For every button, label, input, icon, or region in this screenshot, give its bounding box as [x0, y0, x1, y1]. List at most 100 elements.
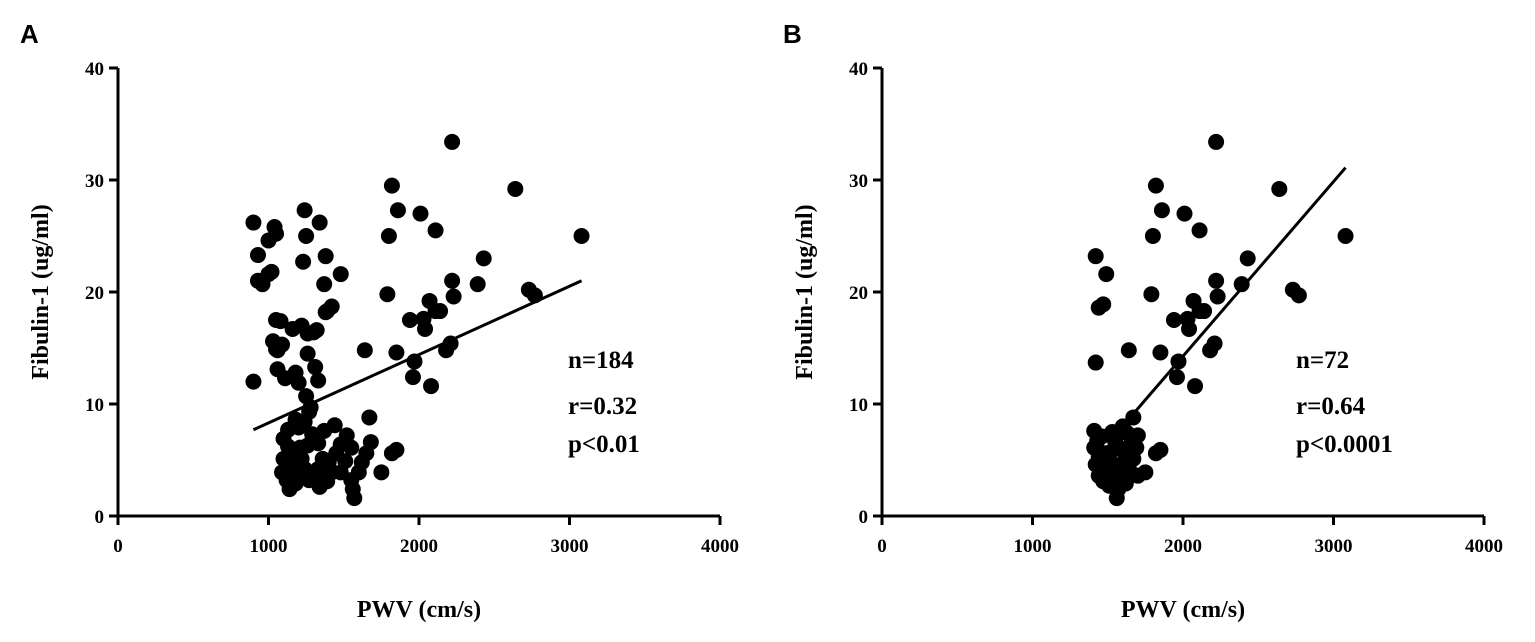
data-point: [1098, 266, 1115, 283]
x-axis-title: PWV (cm/s): [1121, 597, 1245, 623]
data-point: [311, 214, 328, 231]
data-point: [299, 345, 316, 362]
data-point: [1144, 228, 1161, 244]
data-point: [412, 205, 429, 222]
data-point: [1196, 303, 1213, 320]
data-point: [1209, 288, 1226, 305]
data-point: [1233, 276, 1250, 293]
data-point: [317, 248, 334, 265]
data-point: [438, 342, 455, 359]
data-point: [1337, 228, 1354, 244]
data-point: [1271, 180, 1288, 197]
y-axis-title: Fibulin-1 (ug/ml): [28, 204, 54, 379]
data-point: [417, 320, 434, 337]
data-point: [1147, 177, 1164, 194]
data-point: [388, 344, 405, 361]
data-point: [1239, 250, 1256, 267]
data-point: [1101, 477, 1118, 494]
data-point: [245, 373, 262, 390]
data-point: [361, 409, 378, 426]
y-tick-label: 0: [859, 507, 869, 528]
panel-a: A Fibulin-1 (ug/ml) PWV (cm/s) n=184 r=0…: [20, 19, 739, 623]
x-tick-label: 1000: [250, 536, 288, 557]
data-point: [1108, 490, 1125, 507]
data-point: [310, 372, 327, 389]
data-point: [1113, 440, 1130, 457]
x-tick-label: 1000: [1014, 536, 1052, 557]
x-tick-label: 0: [877, 536, 887, 557]
stat-n: n=184: [568, 347, 634, 374]
regression-line: [252, 279, 583, 432]
data-point: [1128, 439, 1145, 456]
stat-p: p<0.0001: [1296, 431, 1393, 458]
data-point: [1122, 464, 1139, 481]
data-point: [573, 228, 590, 244]
data-point: [1153, 202, 1170, 219]
y-tick-label: 40: [849, 59, 868, 80]
data-point: [295, 253, 312, 270]
data-point: [346, 490, 363, 507]
data-point: [249, 272, 266, 289]
data-point: [284, 447, 301, 464]
data-point: [1104, 456, 1121, 473]
data-point: [1165, 312, 1182, 328]
data-point: [379, 286, 396, 303]
y-tick-label: 0: [95, 507, 105, 528]
data-point: [1129, 427, 1146, 444]
data-point: [1208, 133, 1225, 150]
data-point: [444, 133, 461, 150]
data-point: [362, 434, 379, 451]
data-point: [301, 472, 318, 489]
panel-label: A: [20, 19, 39, 49]
y-tick-label: 20: [849, 283, 868, 304]
data-point: [1187, 378, 1204, 395]
data-point: [1104, 424, 1121, 440]
data-point: [326, 417, 343, 434]
data-point: [310, 435, 327, 452]
data-point: [1125, 409, 1142, 426]
data-point: [380, 228, 397, 244]
data-point: [298, 228, 315, 244]
data-point: [1181, 320, 1198, 337]
data-point: [272, 313, 289, 330]
data-point: [317, 304, 334, 321]
data-point: [1087, 354, 1104, 371]
data-point: [1191, 222, 1208, 239]
data-point: [1208, 272, 1225, 289]
regression-line: [1112, 166, 1347, 438]
data-point: [444, 272, 461, 289]
data-point: [356, 342, 373, 359]
y-axis-title: Fibulin-1 (ug/ml): [792, 204, 818, 379]
data-point: [1095, 296, 1112, 313]
data-point: [1176, 205, 1193, 222]
y-tick-label: 10: [85, 395, 104, 416]
data-point: [507, 180, 524, 197]
y-tick-label: 30: [849, 171, 868, 192]
panel-b: B Fibulin-1 (ug/ml) PWV (cm/s) n=72 r=0.…: [783, 19, 1503, 623]
stat-r: r=0.32: [568, 393, 637, 420]
x-tick-label: 3000: [1315, 536, 1353, 557]
data-point: [332, 266, 349, 283]
data-point: [1152, 344, 1169, 361]
data-point: [1096, 445, 1113, 462]
data-point: [1120, 342, 1137, 359]
data-point: [308, 322, 325, 339]
stat-n: n=72: [1296, 347, 1349, 374]
stat-p: p<0.01: [568, 431, 640, 458]
y-tick-label: 40: [85, 59, 104, 80]
data-point: [373, 464, 390, 481]
data-point: [401, 312, 418, 328]
data-point: [249, 247, 266, 264]
x-tick-label: 4000: [701, 536, 739, 557]
stat-r: r=0.64: [1296, 393, 1366, 420]
data-point: [290, 374, 307, 391]
data-point: [445, 288, 462, 305]
data-point: [1290, 287, 1307, 304]
data-point: [388, 441, 405, 458]
data-point: [432, 303, 449, 320]
data-point: [427, 222, 444, 239]
data-point: [268, 225, 285, 242]
data-point: [245, 214, 262, 231]
data-point: [1143, 286, 1160, 303]
